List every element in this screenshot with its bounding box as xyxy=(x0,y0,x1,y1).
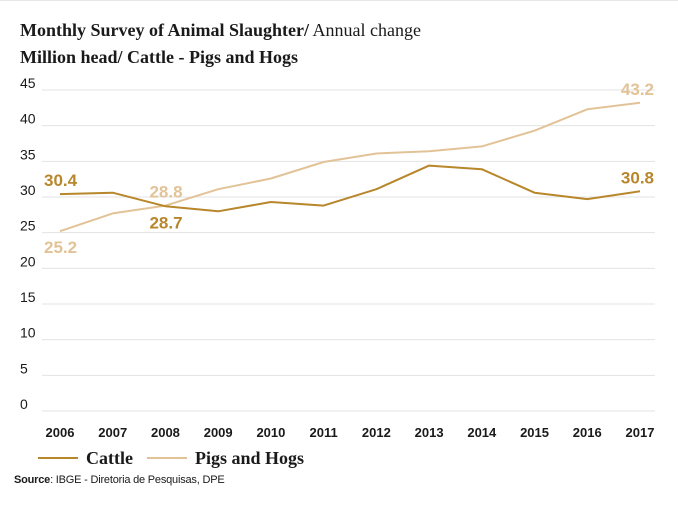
source-text: : IBGE - Diretoria de Pesquisas, DPE xyxy=(50,474,225,486)
y-tick-label-10: 10 xyxy=(20,325,36,341)
data-label-pigs-and-hogs-2006: 25.2 xyxy=(44,238,77,257)
x-tick-label-2015: 2015 xyxy=(520,425,549,440)
data-label-pigs-and-hogs-2017: 43.2 xyxy=(621,80,654,99)
x-tick-label-2011: 2011 xyxy=(310,425,338,440)
chart-legend: Cattle Pigs and Hogs xyxy=(38,446,318,470)
y-tick-label-35: 35 xyxy=(20,146,36,162)
y-axis-ticks: 0 5 10 15 20 25 30 35 40 45 xyxy=(20,75,36,412)
legend-item-cattle: Cattle xyxy=(38,448,133,469)
x-axis-ticks: 2006 2007 2008 2009 2010 2011 2012 2013 2014 2015… xyxy=(46,425,655,440)
y-tick-label-0: 0 xyxy=(20,396,28,412)
data-labels: 30.4 28.7 30.8 25.2 28.8 43.2 xyxy=(44,80,654,257)
x-tick-label-2016: 2016 xyxy=(573,425,602,440)
x-tick-label-2007: 2007 xyxy=(98,425,127,440)
source-label: Source xyxy=(14,474,51,486)
y-tick-label-15: 15 xyxy=(20,289,36,305)
data-label-cattle-2008: 28.7 xyxy=(149,213,182,232)
y-tick-label-25: 25 xyxy=(20,218,36,234)
chart-series xyxy=(59,101,641,233)
series-line-pigs-and-hogs xyxy=(59,101,641,233)
data-label-cattle-2017: 30.8 xyxy=(621,168,654,187)
x-tick-label-2017: 2017 xyxy=(626,425,655,440)
data-label-cattle-2006: 30.4 xyxy=(44,171,78,190)
x-tick-label-2010: 2010 xyxy=(256,425,285,440)
legend-label-cattle: Cattle xyxy=(86,447,133,468)
chart-title-suffix: Annual change xyxy=(309,20,421,40)
y-tick-label-30: 30 xyxy=(20,182,36,198)
y-tick-label-45: 45 xyxy=(20,75,36,91)
top-rule xyxy=(0,0,678,1)
series-line-cattle xyxy=(59,164,641,213)
legend-item-pigs-and-hogs: Pigs and Hogs xyxy=(146,447,305,469)
x-tick-label-2012: 2012 xyxy=(362,425,391,440)
legend-swatch-pigs-and-hogs xyxy=(146,457,187,459)
chart-title-main: Monthly Survey of Animal Slaughter/ xyxy=(20,20,310,40)
x-tick-label-2014: 2014 xyxy=(467,425,497,440)
x-tick-label-2013: 2013 xyxy=(415,425,444,440)
x-tick-label-2006: 2006 xyxy=(46,425,75,440)
y-tick-label-40: 40 xyxy=(20,111,36,127)
chart-subtitle: Million head/ Cattle - Pigs and Hogs xyxy=(20,47,299,67)
x-tick-label-2008: 2008 xyxy=(151,425,180,440)
chart-grid xyxy=(42,89,655,412)
y-tick-label-5: 5 xyxy=(20,360,28,376)
legend-swatch-cattle xyxy=(38,457,78,459)
data-label-pigs-and-hogs-2008: 28.8 xyxy=(149,183,182,202)
legend-label-pigs-and-hogs: Pigs and Hogs xyxy=(194,447,305,468)
x-tick-label-2009: 2009 xyxy=(204,425,233,440)
source-note: Source: IBGE - Diretoria de Pesquisas, D… xyxy=(14,474,225,486)
y-tick-label-20: 20 xyxy=(20,253,36,269)
chart-title: Monthly Survey of Animal Slaughter/ Annu… xyxy=(20,20,421,41)
